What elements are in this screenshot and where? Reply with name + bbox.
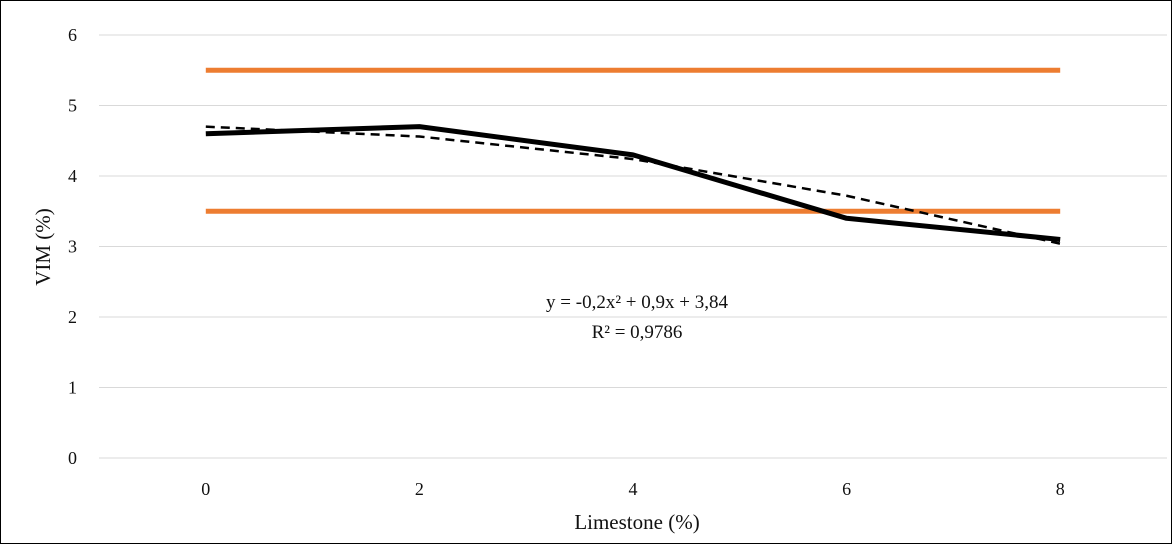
y-tick-label: 2 [68, 307, 77, 327]
trendline-r-squared: R² = 0,9786 [592, 322, 683, 343]
y-tick-label: 4 [68, 166, 77, 186]
y-tick-label: 5 [68, 96, 77, 116]
y-tick-label: 6 [68, 25, 77, 45]
y-axis-ticks: 0 1 2 3 4 5 6 [68, 25, 77, 468]
x-tick-label: 2 [415, 479, 424, 499]
series-line-measured [205, 124, 1061, 242]
x-tick-label: 0 [201, 479, 210, 499]
x-tick-label: 8 [1056, 479, 1065, 499]
y-tick-label: 3 [68, 237, 77, 257]
trendline-equation: y = -0,2x² + 0,9x + 3,84 [546, 292, 728, 313]
x-axis-ticks: 0 2 4 6 8 [201, 479, 1064, 499]
x-tick-label: 4 [629, 479, 638, 499]
x-tick-label: 6 [842, 479, 851, 499]
series-group [205, 67, 1061, 245]
gridlines [99, 34, 1167, 459]
y-tick-label: 1 [68, 378, 77, 398]
y-axis-title: VIM (%) [31, 208, 55, 286]
y-tick-label: 0 [68, 448, 77, 468]
x-axis-title: Limestone (%) [574, 510, 699, 534]
series-line-trend [205, 125, 1061, 245]
